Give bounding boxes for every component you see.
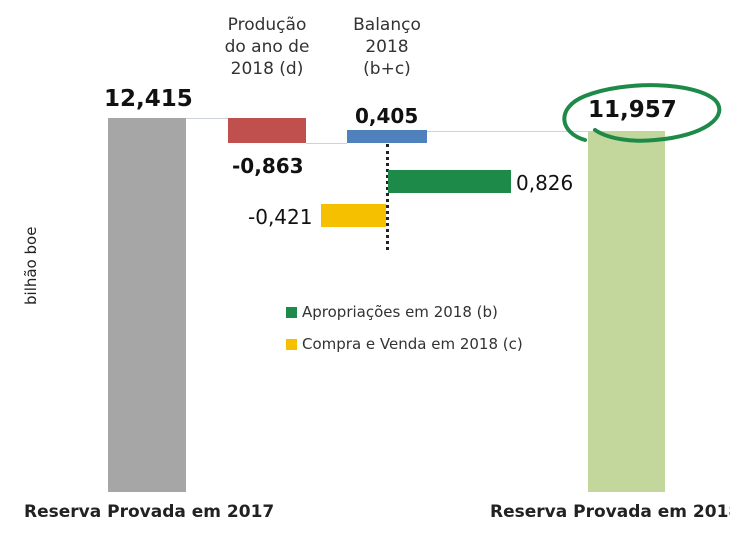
header-producao-line2: do ano de: [224, 37, 310, 57]
y-axis-label: bilhão boe: [22, 226, 40, 305]
legend-label-compra-venda: Compra e Venda em 2018 (c): [302, 335, 523, 353]
bar-apropriacoes: [388, 170, 511, 193]
connector-line-2: [306, 143, 347, 144]
legend-label-apropriacoes: Apropriações em 2018 (b): [302, 303, 498, 321]
bar-compra-venda: [321, 204, 386, 227]
header-balanco-line3: (b+c): [363, 59, 411, 79]
value-label-reserva-2018: 11,957: [588, 97, 677, 123]
header-balanco-line2: 2018: [365, 37, 409, 57]
header-producao-line1: Produção: [227, 15, 307, 35]
bar-producao-2018: [228, 118, 306, 143]
value-label-balanco: 0,405: [355, 104, 419, 128]
value-label-compra-venda: -0,421: [248, 205, 313, 229]
category-label-2018: Reserva Provada em 2018: [490, 502, 730, 522]
header-producao-line3: 2018 (d): [230, 59, 304, 79]
header-producao: Produção do ano de 2018 (d): [210, 14, 324, 80]
connector-line-1: [186, 118, 228, 119]
connector-line-3: [427, 131, 588, 132]
highlight-ellipse-icon: [562, 83, 722, 143]
header-balanco: Balanço 2018 (b+c): [337, 14, 437, 80]
legend-item-compra-venda: Compra e Venda em 2018 (c): [286, 335, 523, 353]
header-balanco-line1: Balanço: [353, 15, 421, 35]
bar-balanco-2018: [347, 130, 427, 143]
value-label-reserva-2017: 12,415: [104, 86, 193, 112]
legend-swatch-yellow: [286, 338, 297, 350]
category-label-2017: Reserva Provada em 2017: [24, 502, 275, 522]
legend-item-apropriacoes: Apropriações em 2018 (b): [286, 303, 498, 321]
bar-reserva-2017: [108, 118, 186, 492]
bar-reserva-2018: [588, 131, 665, 492]
value-label-producao: -0,863: [232, 154, 304, 178]
value-label-apropriacoes: 0,826: [516, 171, 574, 195]
breakdown-zero-line: [386, 144, 389, 250]
legend-swatch-green: [286, 306, 297, 318]
